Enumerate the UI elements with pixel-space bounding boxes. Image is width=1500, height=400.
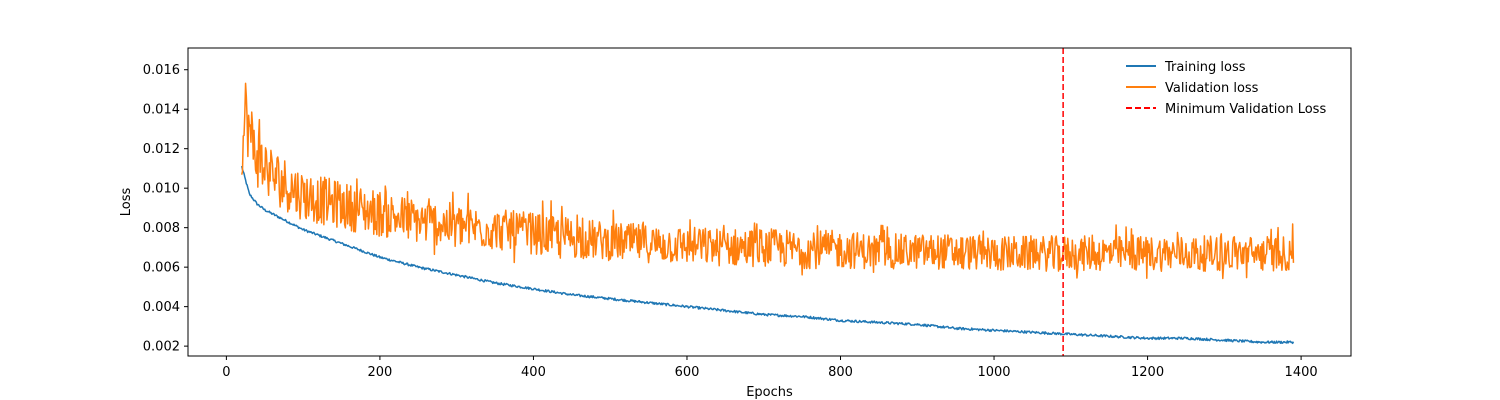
y-axis-ticks: 0.002 0.004 0.006 0.008 0.010 0.012 0.014 0.016 (143, 63, 188, 355)
legend-label-min-val-loss: Minimum Validation Loss (1165, 102, 1326, 117)
y-tick-label: 0.010 (143, 182, 180, 197)
x-tick-label: 0 (222, 365, 230, 380)
legend: Training loss Validation loss Minimum Va… (1126, 60, 1326, 117)
y-axis-label: Loss (119, 188, 134, 217)
training-loss-line (241, 165, 1295, 345)
y-tick-label: 0.014 (143, 103, 180, 118)
y-tick-label: 0.006 (143, 261, 180, 276)
series-layer (241, 82, 1295, 345)
plot-frame (187, 47, 1352, 357)
y-tick-label: 0.004 (143, 300, 180, 315)
y-tick-label: 0.008 (143, 221, 180, 236)
x-tick-label: 1200 (1131, 365, 1164, 380)
x-axis-ticks: 0 200 400 600 800 1000 1200 1400 (222, 356, 1318, 380)
y-tick-label: 0.012 (143, 142, 180, 157)
x-tick-label: 800 (828, 365, 853, 380)
x-tick-label: 1000 (977, 365, 1010, 380)
legend-label-training: Training loss (1164, 60, 1246, 75)
y-tick-label: 0.016 (143, 63, 180, 78)
x-tick-label: 400 (521, 365, 546, 380)
x-tick-label: 1400 (1285, 365, 1318, 380)
validation-loss-line (241, 82, 1295, 280)
x-tick-label: 600 (675, 365, 700, 380)
x-tick-label: 200 (368, 365, 393, 380)
legend-label-validation: Validation loss (1165, 81, 1259, 96)
x-axis-label: Epochs (746, 385, 793, 400)
y-tick-label: 0.002 (143, 340, 180, 355)
